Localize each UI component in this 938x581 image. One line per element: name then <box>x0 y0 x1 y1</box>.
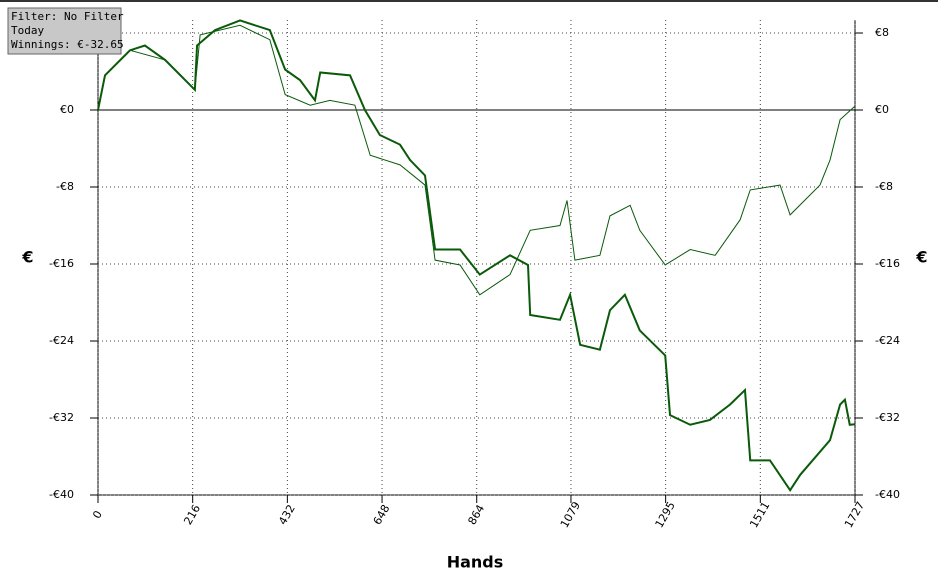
y-tick-label: -€40 <box>49 488 74 501</box>
y-tick-label: -€24 <box>49 334 74 347</box>
info-box <box>7 7 122 55</box>
info-text: Winnings: €-32.65 <box>11 38 124 51</box>
y-axis-label: € <box>21 248 33 267</box>
y2-tick-label: €0 <box>875 103 889 116</box>
y2-tick-label: -€24 <box>875 334 900 347</box>
y-tick-label: €0 <box>60 103 74 116</box>
y2-tick-label: -€32 <box>875 411 900 424</box>
info-text: Filter: No Filter <box>11 10 124 23</box>
info-text: Today <box>11 24 44 37</box>
y-tick-label: -€16 <box>49 257 74 270</box>
y2-tick-label: €8 <box>875 26 889 39</box>
y-tick-label: -€8 <box>56 180 74 193</box>
y2-axis-label: € <box>915 248 927 267</box>
series-line <box>97 24 856 296</box>
y-tick-label: -€32 <box>49 411 74 424</box>
series-line <box>97 19 856 492</box>
x-axis-label: Hands <box>447 553 504 572</box>
y2-tick-label: -€16 <box>875 257 900 270</box>
y2-tick-label: -€8 <box>875 180 893 193</box>
y2-tick-label: -€40 <box>875 488 900 501</box>
